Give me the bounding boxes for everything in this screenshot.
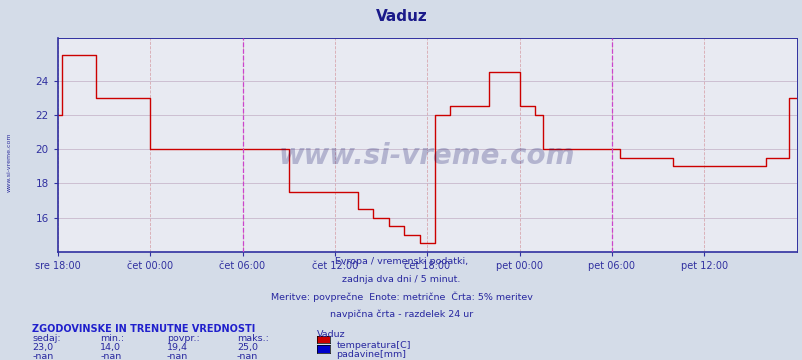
Text: Vaduz: Vaduz (375, 9, 427, 24)
Text: ZGODOVINSKE IN TRENUTNE VREDNOSTI: ZGODOVINSKE IN TRENUTNE VREDNOSTI (32, 324, 255, 334)
Text: www.si-vreme.com: www.si-vreme.com (278, 141, 575, 170)
Text: Vaduz: Vaduz (317, 330, 346, 339)
Text: Evropa / vremenski podatki,: Evropa / vremenski podatki, (334, 257, 468, 266)
Text: Meritve: povprečne  Enote: metrične  Črta: 5% meritev: Meritve: povprečne Enote: metrične Črta:… (270, 292, 532, 302)
Text: -nan: -nan (32, 352, 53, 360)
Text: navpična črta - razdelek 24 ur: navpična črta - razdelek 24 ur (330, 309, 472, 319)
Text: sedaj:: sedaj: (32, 334, 61, 343)
Text: min.:: min.: (100, 334, 124, 343)
Text: maks.:: maks.: (237, 334, 269, 343)
Text: -nan: -nan (167, 352, 188, 360)
Text: temperatura[C]: temperatura[C] (336, 341, 411, 350)
Text: povpr.:: povpr.: (167, 334, 200, 343)
Text: 19,4: 19,4 (167, 343, 188, 352)
Text: zadnja dva dni / 5 minut.: zadnja dva dni / 5 minut. (342, 275, 460, 284)
Text: -nan: -nan (237, 352, 257, 360)
Text: 25,0: 25,0 (237, 343, 257, 352)
Text: 14,0: 14,0 (100, 343, 121, 352)
Text: 23,0: 23,0 (32, 343, 53, 352)
Text: www.si-vreme.com: www.si-vreme.com (7, 132, 12, 192)
Text: -nan: -nan (100, 352, 121, 360)
Text: padavine[mm]: padavine[mm] (336, 350, 406, 359)
